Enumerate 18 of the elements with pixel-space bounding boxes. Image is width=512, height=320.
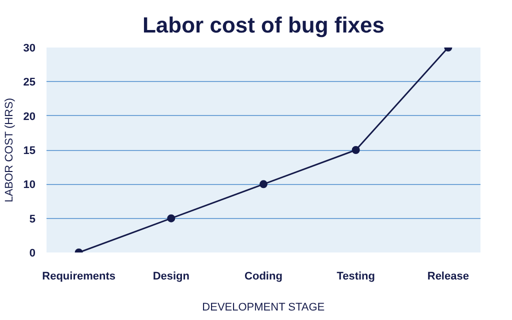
y-tick-label: 15 (23, 145, 36, 157)
x-tick-label: Coding (244, 270, 282, 282)
x-tick-label: Release (427, 270, 469, 282)
y-tick-label: 5 (29, 213, 36, 226)
y-tick-label: 0 (29, 248, 36, 260)
chart-title: Labor cost of bug fixes (142, 12, 385, 38)
x-tick-label: Testing (336, 270, 375, 282)
x-tick-label: Design (152, 270, 190, 282)
x-tick-label: Requirements (42, 270, 116, 282)
y-tick-label: 10 (23, 179, 36, 192)
point (352, 146, 360, 154)
y-axis-title: LABOR COST (HRS) (3, 98, 16, 202)
point (260, 180, 268, 188)
point (167, 214, 176, 222)
y-tick-label: 25 (23, 76, 36, 89)
y-tick-label: 30 (23, 42, 36, 54)
y-tick-label: 20 (23, 110, 36, 123)
x-axis-title: DEVELOPMENT STAGE (202, 302, 325, 314)
